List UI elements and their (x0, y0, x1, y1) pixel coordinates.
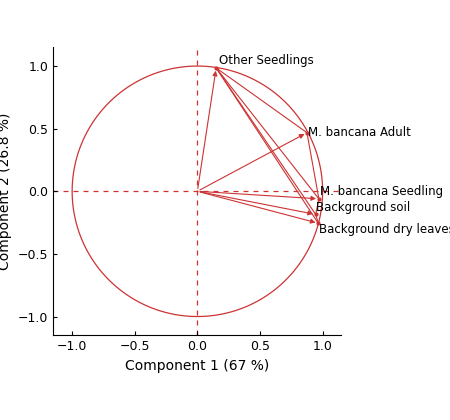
Text: Background soil: Background soil (316, 202, 410, 215)
Y-axis label: Component 2 (26.8 %): Component 2 (26.8 %) (0, 113, 13, 270)
Text: Other Seedlings: Other Seedlings (219, 54, 313, 67)
X-axis label: Component 1 (67 %): Component 1 (67 %) (125, 359, 270, 373)
Text: M. bancana Adult: M. bancana Adult (308, 126, 411, 139)
Text: Background dry leaves: Background dry leaves (319, 223, 450, 236)
Text: M. bancana Seedling: M. bancana Seedling (320, 185, 443, 198)
